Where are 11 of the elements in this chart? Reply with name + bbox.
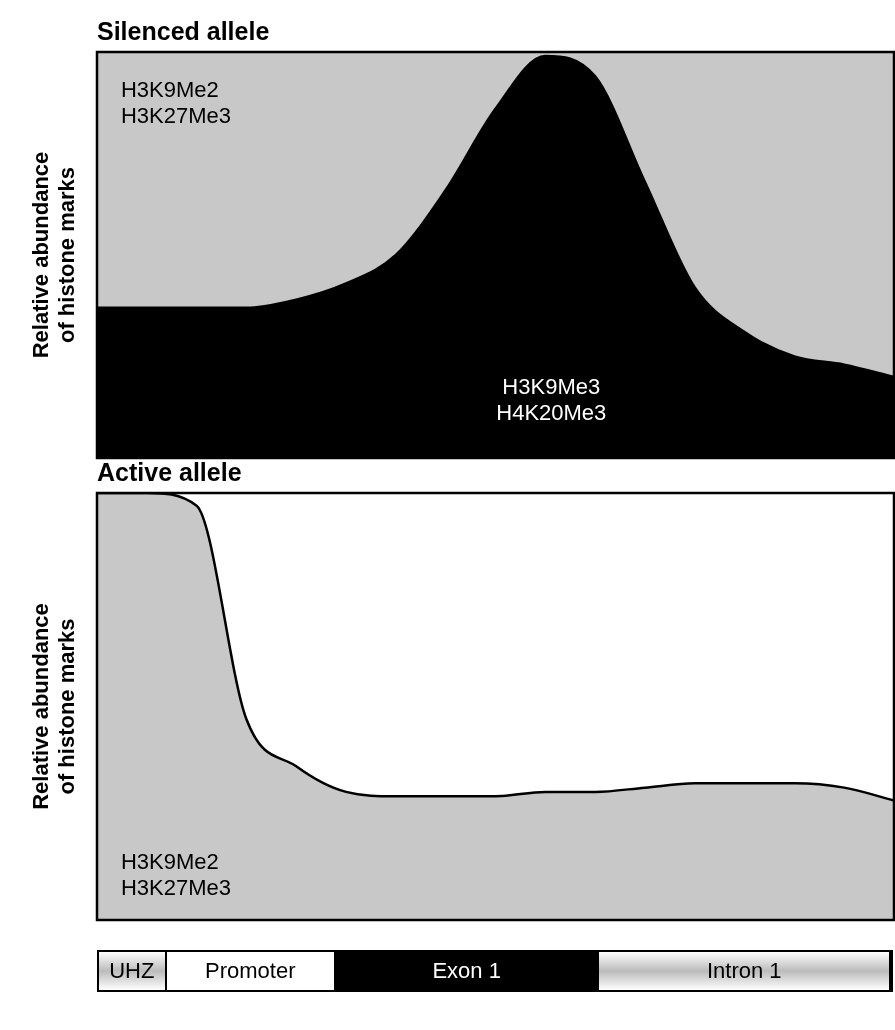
text: UHZ <box>99 952 167 990</box>
annotation: H3K9Me2 H3K27Me3 <box>120 77 231 129</box>
text: Exon 1 <box>335 952 600 990</box>
text: Promoter <box>166 952 336 990</box>
annotation: H3K9Me2 H3K27Me3 <box>120 848 231 900</box>
annotation: H3K9Me3 H4K20Me3 <box>496 373 607 425</box>
chart-title: Silenced allele <box>97 17 270 46</box>
y-axis-title: Relative abundance of histone marks <box>28 603 80 810</box>
text: Intron 1 <box>599 952 891 990</box>
y-axis-title: Relative abundance of histone marks <box>28 151 80 359</box>
chart-title: Active allele <box>97 458 242 487</box>
